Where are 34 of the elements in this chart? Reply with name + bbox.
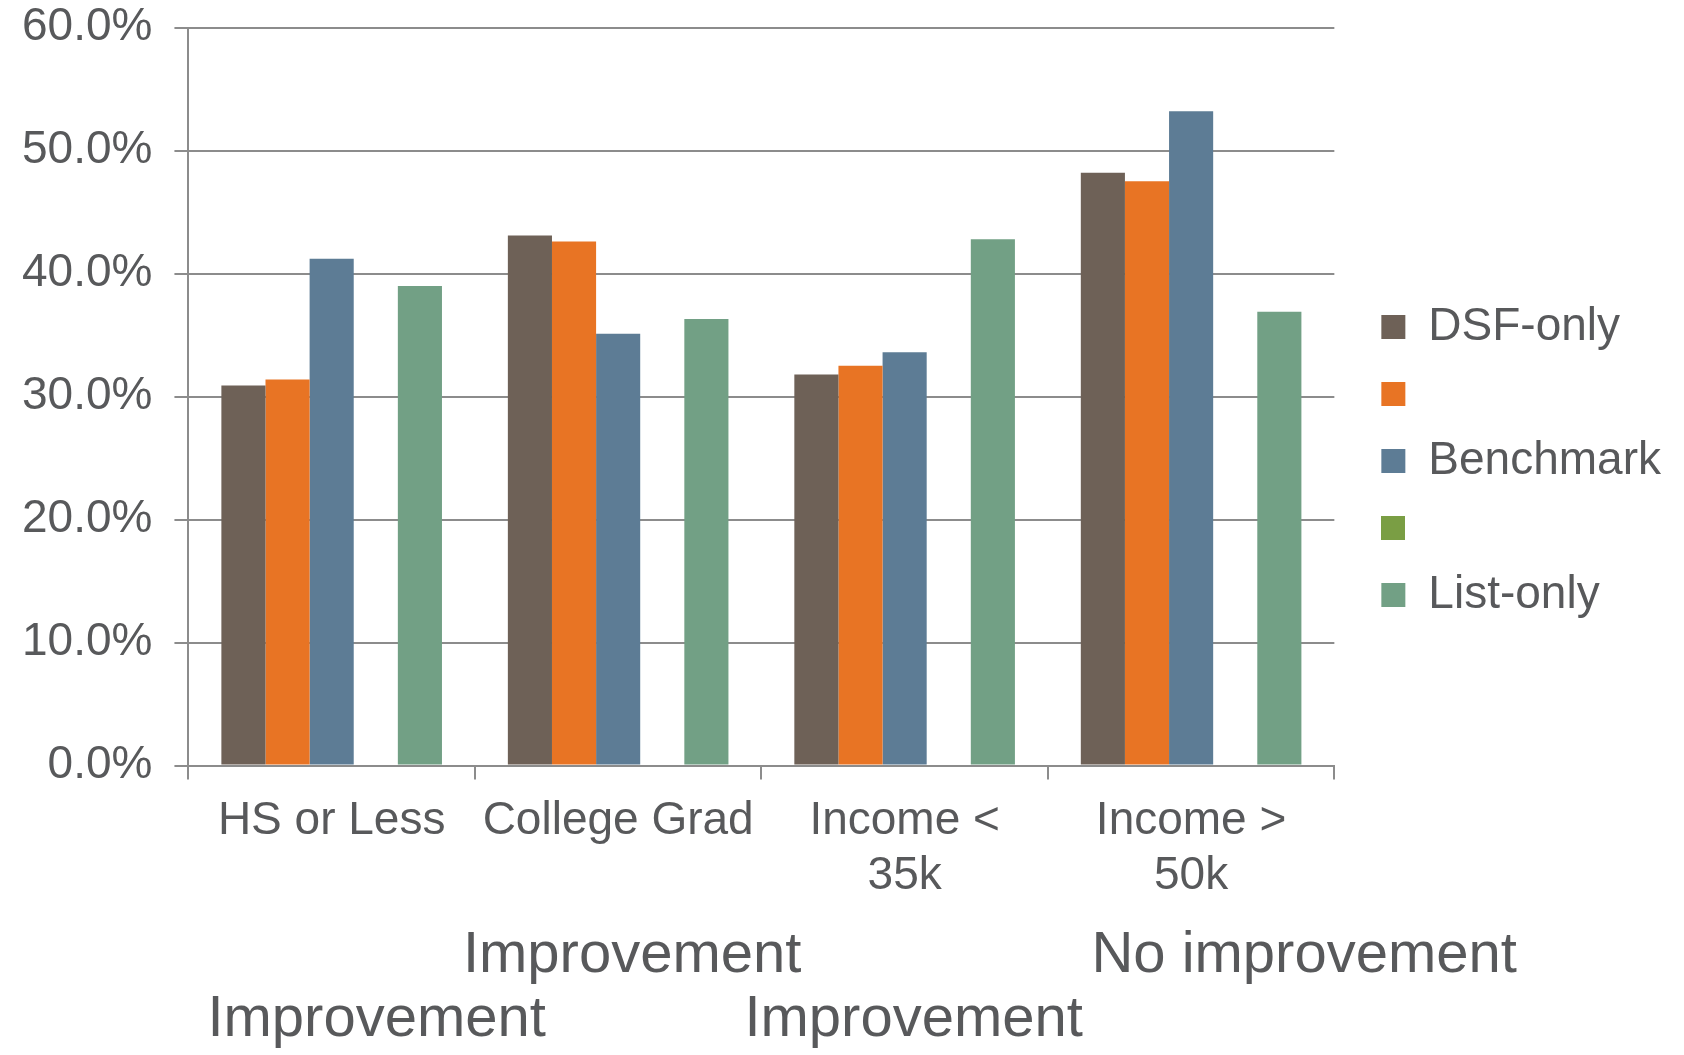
bar bbox=[1124, 181, 1170, 765]
bar bbox=[309, 258, 354, 765]
y-tick-label: 40.0% bbox=[21, 244, 153, 297]
bar bbox=[265, 379, 310, 765]
x-tick-label: Income > 50k bbox=[1095, 791, 1287, 900]
x-tick-label: HS or Less bbox=[217, 791, 446, 844]
bar bbox=[1080, 172, 1125, 765]
text: Improvement bbox=[207, 983, 546, 1048]
bar bbox=[596, 333, 641, 765]
text: Improvement bbox=[462, 919, 802, 984]
y-tick-label: 10.0% bbox=[21, 613, 153, 666]
text: No improvement bbox=[1091, 919, 1517, 984]
bar bbox=[838, 365, 883, 765]
x-tick-label: College Grad bbox=[482, 791, 754, 844]
bar bbox=[1257, 311, 1302, 765]
y-tick-label: 0.0% bbox=[47, 736, 153, 789]
legend-label: DSF-only bbox=[1428, 297, 1621, 350]
y-tick-label: 20.0% bbox=[21, 490, 153, 543]
bar bbox=[684, 319, 729, 765]
bar bbox=[221, 385, 266, 765]
bar bbox=[970, 239, 1015, 765]
y-tick-label: 50.0% bbox=[21, 121, 153, 174]
bar bbox=[551, 241, 597, 765]
legend-label: Benchmark bbox=[1428, 431, 1662, 484]
bar bbox=[397, 285, 442, 765]
x-tick-label: Income < 35k bbox=[809, 791, 1000, 900]
bar bbox=[507, 235, 552, 765]
bar bbox=[882, 352, 927, 765]
y-tick-label: 30.0% bbox=[21, 367, 153, 420]
bar bbox=[1169, 111, 1214, 765]
legend-label: List-only bbox=[1428, 565, 1600, 618]
bar bbox=[794, 374, 839, 765]
y-tick-label: 60.0% bbox=[21, 0, 153, 51]
text: Improvement bbox=[744, 983, 1083, 1048]
